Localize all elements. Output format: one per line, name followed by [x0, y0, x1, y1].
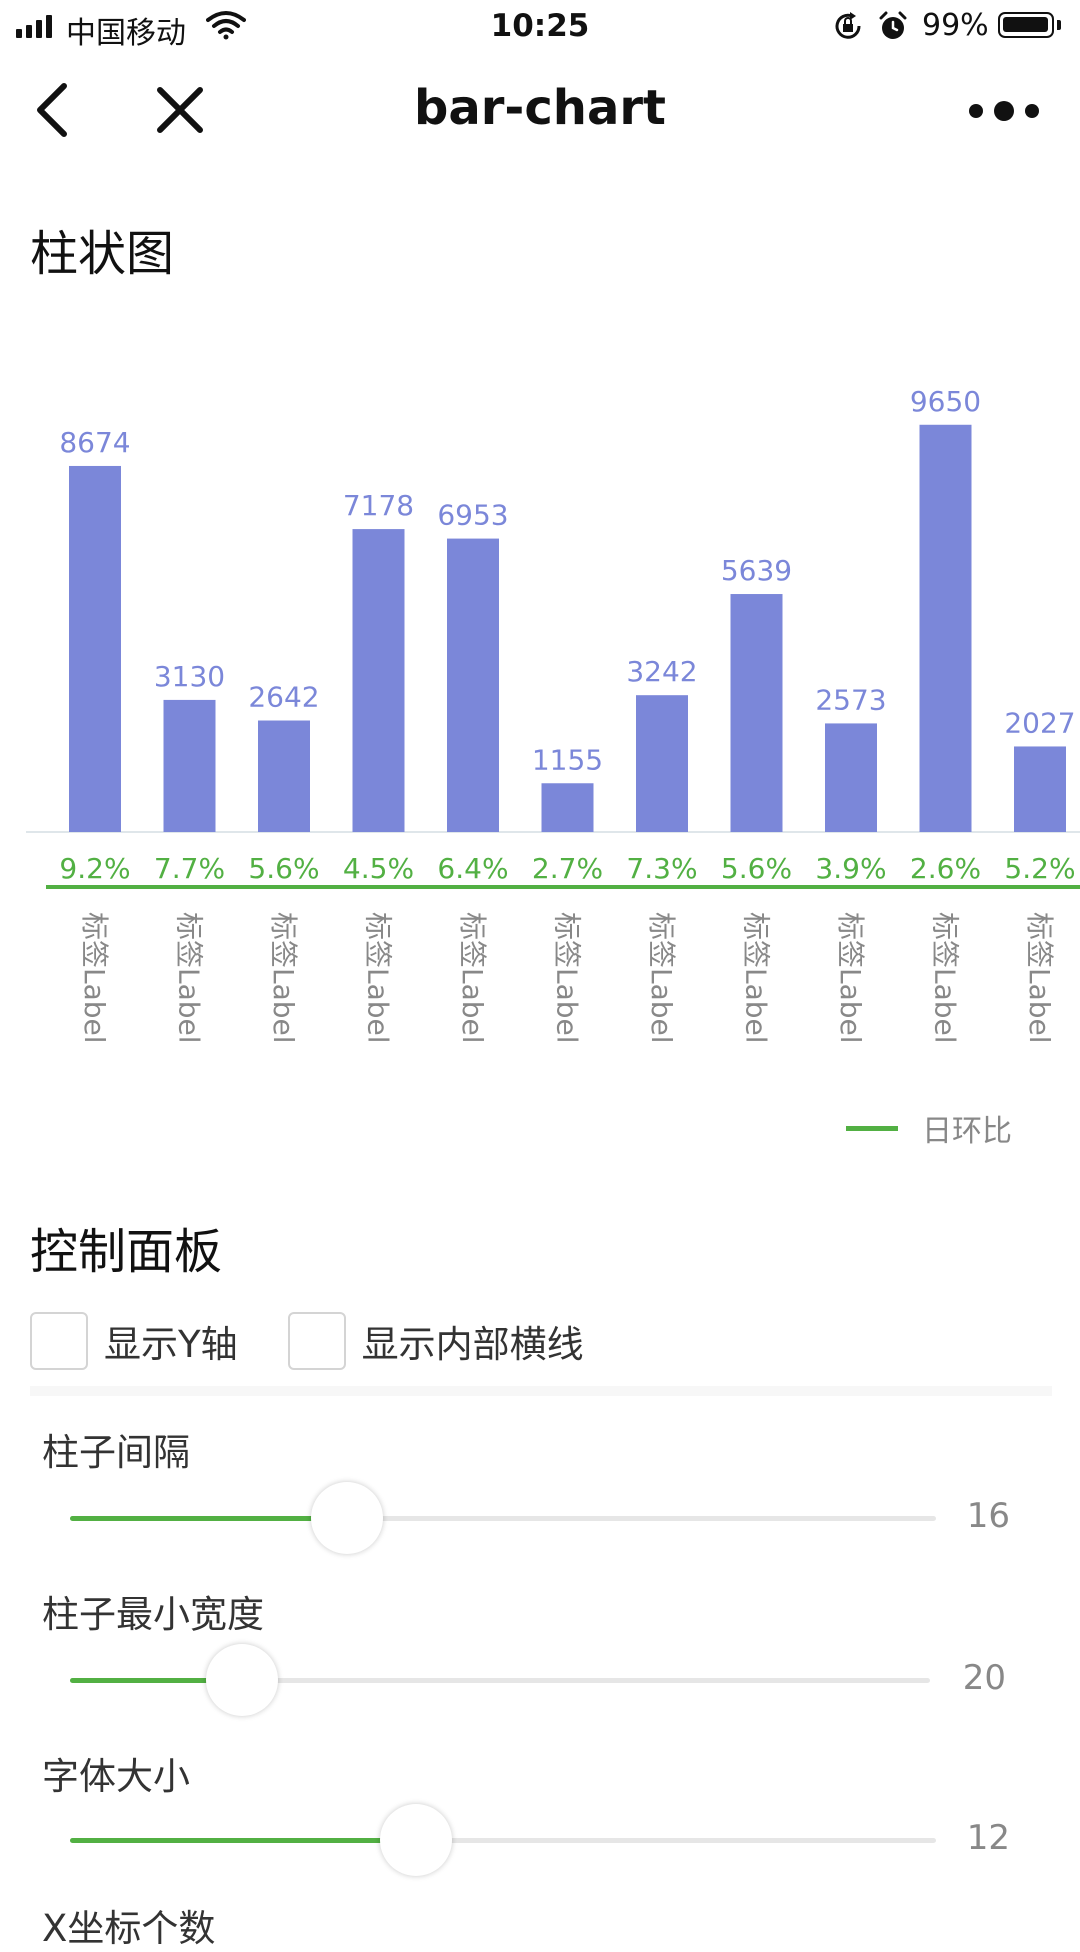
x-tick-label: 标签Label — [1023, 912, 1056, 1044]
checkbox-row: 显示Y轴 显示内部横线 — [30, 1310, 634, 1372]
wifi-icon — [206, 11, 246, 40]
bar — [258, 720, 310, 832]
chart-section-title: 柱状图 — [30, 226, 175, 282]
slider-label-x-count: X坐标个数 — [42, 1907, 216, 1950]
bar-value-label: 5639 — [721, 554, 792, 587]
ratio-label: 6.4% — [437, 852, 508, 885]
checkbox-box[interactable] — [287, 1312, 346, 1370]
slider-label-font-size: 字体大小 — [42, 1755, 190, 1798]
carrier-name: 中国移动 — [66, 16, 186, 51]
bar-value-label: 2573 — [815, 683, 886, 716]
status-bar: 中国移动 10:25 99% — [0, 0, 1080, 54]
x-tick-label: 标签Label — [267, 912, 300, 1044]
slider-label-bar-min-width: 柱子最小宽度 — [42, 1593, 264, 1636]
bar-min-width-slider[interactable] — [70, 1642, 930, 1718]
ratio-label: 2.7% — [532, 852, 603, 885]
bar-value-label: 8674 — [59, 426, 130, 459]
show-grid-lines-checkbox[interactable]: 显示内部横线 — [287, 1312, 584, 1370]
back-icon[interactable] — [30, 80, 80, 140]
x-tick-label: 标签Label — [551, 912, 584, 1044]
checkbox-box[interactable] — [30, 1312, 88, 1370]
font-size-slider[interactable] — [70, 1802, 936, 1878]
alarm-icon — [879, 11, 907, 39]
ratio-label: 5.2% — [1004, 852, 1075, 885]
x-tick-label: 标签Label — [645, 912, 678, 1044]
slider-value: 12 — [966, 1818, 1010, 1858]
page-title: bar-chart — [414, 80, 666, 136]
more-icon[interactable] — [966, 86, 1042, 136]
slider-thumb[interactable] — [311, 1482, 384, 1554]
nav-bar: bar-chart — [0, 56, 1080, 166]
ratio-label: 7.7% — [154, 852, 225, 885]
control-panel-title: 控制面板 — [30, 1224, 223, 1280]
bar — [919, 424, 972, 832]
bar — [636, 695, 688, 832]
x-tick-label: 标签Label — [362, 912, 395, 1044]
x-tick-label: 标签Label — [929, 912, 962, 1044]
bar-value-label: 9650 — [910, 385, 981, 418]
ratio-label: 7.3% — [626, 852, 697, 885]
battery-icon — [998, 12, 1054, 38]
ratio-label: 3.9% — [815, 852, 886, 885]
bar-value-label: 6953 — [437, 499, 508, 532]
slider-thumb[interactable] — [380, 1804, 453, 1876]
status-time: 10:25 — [490, 8, 590, 44]
close-icon[interactable] — [154, 84, 206, 136]
bar — [352, 529, 405, 832]
rotation-lock-icon — [835, 12, 861, 39]
bar-value-label: 3130 — [154, 660, 225, 693]
ratio-label: 2.6% — [910, 852, 981, 885]
ratio-label: 4.5% — [343, 852, 414, 885]
bar — [730, 594, 783, 832]
bar — [447, 538, 499, 832]
x-tick-label: 标签Label — [740, 912, 773, 1044]
bar — [69, 465, 121, 832]
slider-value: 16 — [966, 1496, 1010, 1536]
checkbox-label: 显示内部横线 — [361, 1323, 584, 1366]
bar-value-label: 3242 — [626, 655, 697, 688]
slider-label-bar-gap: 柱子间隔 — [42, 1431, 190, 1474]
divider — [30, 1386, 1052, 1396]
legend-line-marker — [846, 1125, 898, 1131]
bar-value-label: 7178 — [343, 489, 414, 522]
slider-thumb[interactable] — [206, 1644, 278, 1716]
chart-legend: 日环比 — [846, 1108, 1012, 1149]
x-tick-label: 标签Label — [173, 912, 206, 1044]
bar-value-label: 2027 — [1004, 706, 1075, 739]
bar-value-label: 1155 — [532, 743, 603, 776]
slider-value: 20 — [962, 1658, 1006, 1698]
ratio-label: 5.6% — [721, 852, 792, 885]
bar — [825, 723, 877, 832]
bar-value-label: 2642 — [248, 681, 319, 714]
legend-label: 日环比 — [922, 1114, 1012, 1149]
show-y-axis-checkbox[interactable]: 显示Y轴 — [30, 1312, 238, 1370]
ratio-label: 5.6% — [248, 852, 319, 885]
bar — [541, 783, 594, 832]
x-tick-label: 标签Label — [456, 912, 489, 1044]
bar — [1014, 746, 1066, 832]
bar-gap-slider[interactable] — [70, 1480, 936, 1556]
bar-chart-svg: 8674 9.2% 标签Label 3130 7.7% 标签Label 2642 5.6% 标签… — [26, 385, 1080, 1044]
x-tick-label: 标签Label — [834, 912, 867, 1044]
checkbox-label: 显示Y轴 — [104, 1323, 238, 1366]
ratio-label: 9.2% — [59, 852, 130, 885]
bar — [163, 699, 216, 832]
battery-percent: 99% — [922, 8, 989, 43]
bar-chart: 8674 9.2% 标签Label 3130 7.7% 标签Label 2642 5.6% 标签… — [0, 300, 1080, 1080]
x-tick-label: 标签Label — [78, 912, 111, 1044]
